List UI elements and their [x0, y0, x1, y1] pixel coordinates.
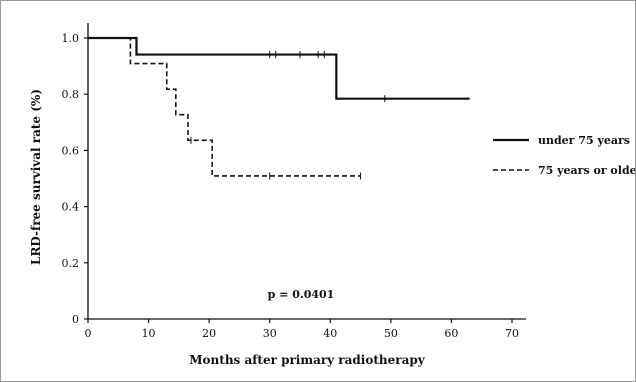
series-line [88, 36, 470, 100]
legend-label: under 75 years [538, 134, 630, 147]
x-tick-label: 30 [263, 327, 277, 340]
y-tick-label: 0.4 [62, 201, 80, 214]
series-line [88, 37, 361, 177]
x-tick-label: 40 [323, 327, 337, 340]
y-tick-label: 0 [72, 313, 79, 326]
x-tick-label: 20 [202, 327, 216, 340]
legend-label: 75 years or older [538, 164, 636, 177]
y-tick-label: 0.2 [62, 257, 80, 270]
x-tick-label: 10 [142, 327, 156, 340]
series-group [88, 36, 470, 180]
x-tick-label: 70 [505, 327, 519, 340]
axis-ticks: 0 0.2 0.4 0.6 0.8 1.0 0 10 20 30 40 50 60 70 [62, 32, 520, 340]
legend: under 75 years 75 years or older [493, 134, 636, 177]
x-axis-title: Months after primary radiotherapy [189, 353, 425, 367]
series-2 [88, 37, 362, 180]
y-tick-label: 1.0 [62, 32, 80, 45]
series-1 [88, 36, 470, 103]
y-axis-title: LRD-free survival rate (%) [29, 89, 43, 265]
y-tick-label: 0.8 [62, 88, 80, 101]
x-tick-label: 60 [444, 327, 458, 340]
y-tick-label: 0.6 [62, 144, 80, 157]
axes [87, 23, 526, 320]
x-tick-label: 0 [85, 327, 92, 340]
p-value-annotation: p = 0.0401 [268, 288, 335, 301]
x-tick-label: 50 [384, 327, 398, 340]
